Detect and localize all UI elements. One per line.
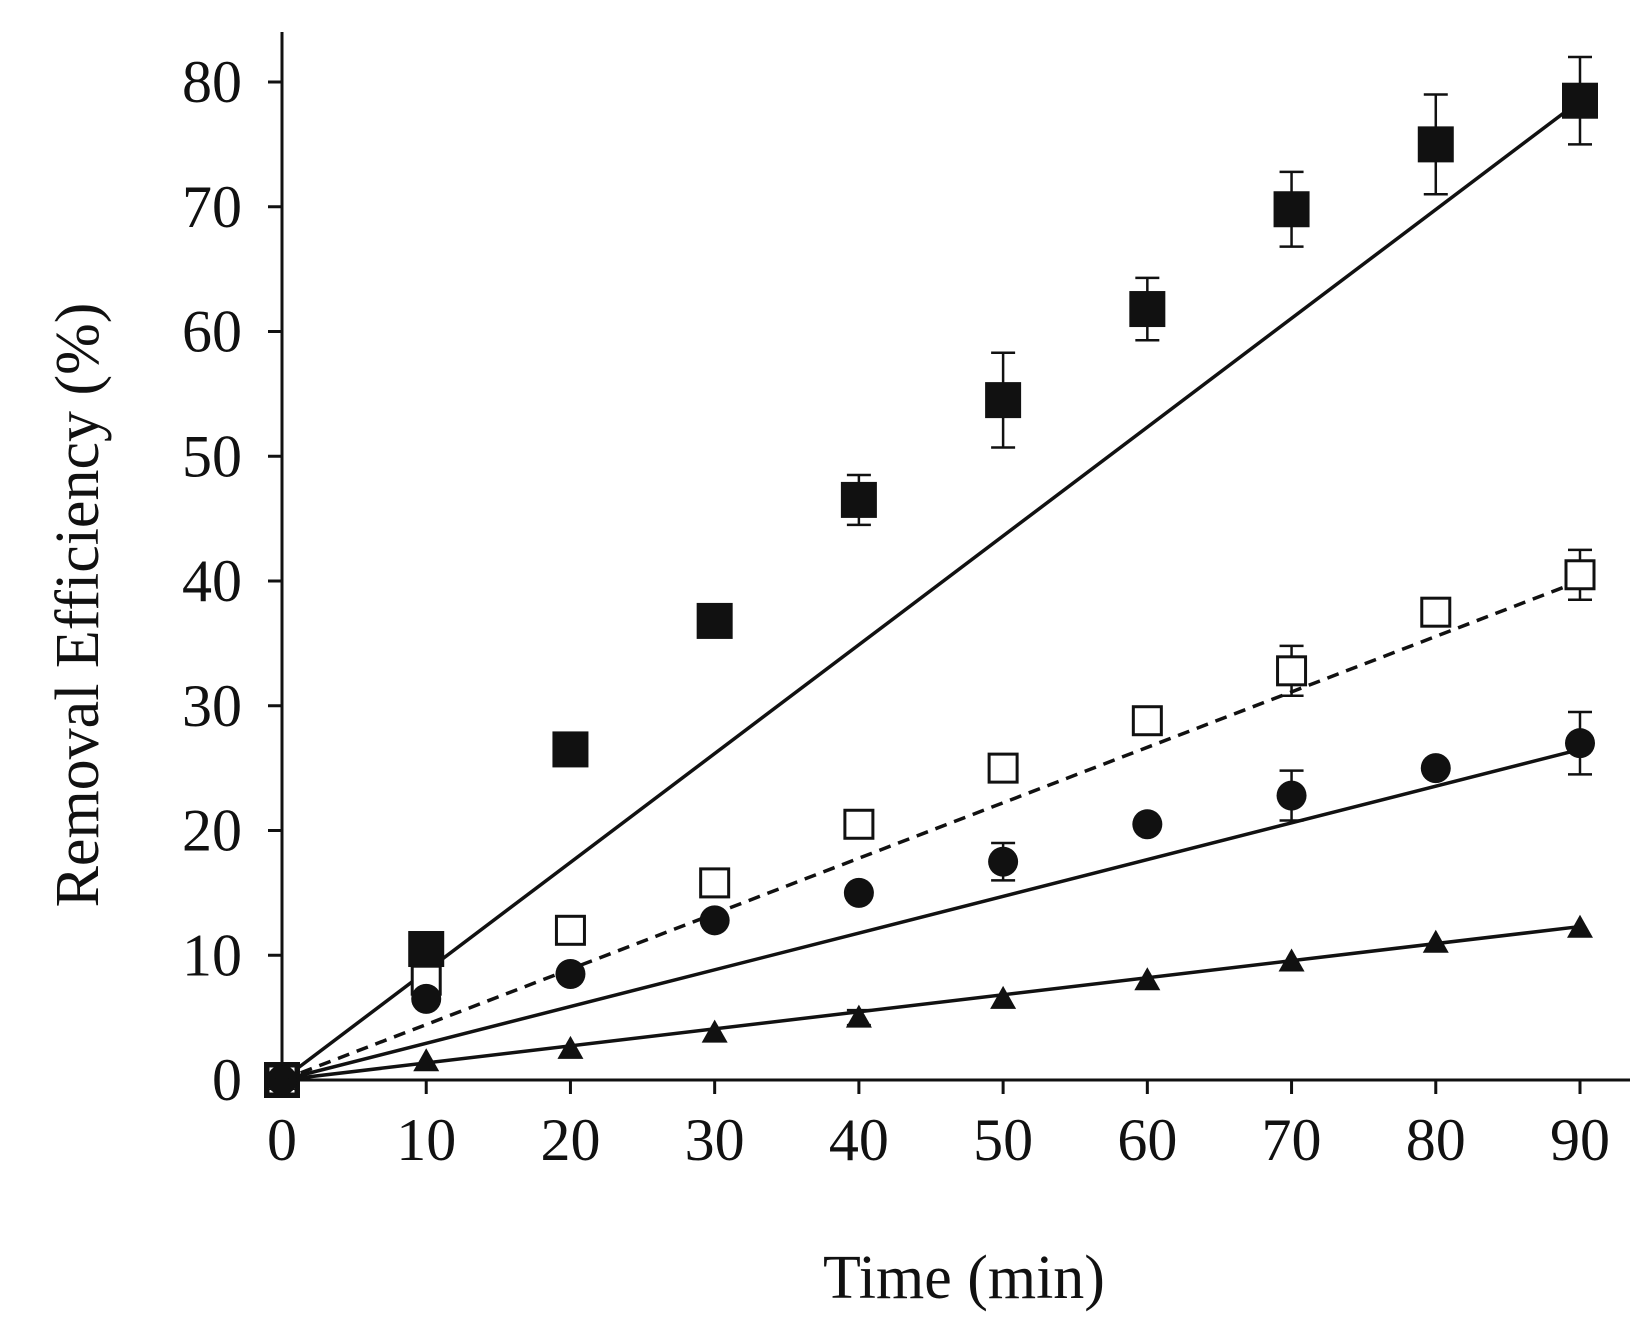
x-tick-label: 0 <box>267 1107 297 1173</box>
y-tick-label: 50 <box>182 423 242 489</box>
marker-filled-square <box>1273 191 1310 228</box>
x-tick-label: 80 <box>1406 1107 1466 1173</box>
marker-filled-square <box>840 481 877 518</box>
fit-line-open-square <box>281 579 1581 1082</box>
y-tick-label: 20 <box>182 798 242 864</box>
marker-open-square <box>1276 655 1308 687</box>
marker-filled-square <box>1562 82 1598 119</box>
marker-filled-triangle <box>413 1048 440 1072</box>
x-tick-label: 90 <box>1550 1107 1610 1173</box>
marker-filled-triangle <box>1134 967 1161 991</box>
marker-open-square <box>1420 596 1452 628</box>
marker-filled-square <box>985 382 1022 419</box>
marker-filled-circle <box>1276 780 1307 811</box>
marker-open-square <box>699 867 731 899</box>
marker-filled-triangle <box>1278 948 1305 972</box>
x-tick-label: 70 <box>1262 1107 1322 1173</box>
marker-filled-square <box>552 731 589 768</box>
y-tick-label: 80 <box>182 49 242 115</box>
fit-line-filled-circle <box>281 747 1581 1082</box>
marker-open-square <box>987 752 1019 784</box>
marker-filled-square <box>408 931 445 968</box>
x-tick-label: 40 <box>829 1107 889 1173</box>
fit-line-filled-triangle <box>281 924 1581 1082</box>
marker-filled-triangle <box>845 1004 872 1028</box>
marker-filled-circle <box>555 958 586 989</box>
marker-filled-triangle <box>701 1019 728 1043</box>
y-tick-label: 30 <box>182 673 242 739</box>
y-tick-label: 40 <box>182 548 242 614</box>
marker-filled-square <box>1129 291 1166 328</box>
marker-open-square <box>554 914 586 946</box>
y-axis-title: Removal Efficiency (%) <box>44 303 112 908</box>
marker-filled-circle <box>411 983 442 1014</box>
marker-filled-square <box>696 602 733 639</box>
marker-filled-circle <box>843 877 874 908</box>
marker-filled-triangle <box>557 1035 584 1059</box>
x-tick-label: 20 <box>540 1107 600 1173</box>
marker-open-square <box>843 808 875 840</box>
y-tick-label: 60 <box>182 299 242 365</box>
marker-open-square <box>1131 705 1163 737</box>
marker-filled-circle <box>1565 728 1595 759</box>
data-markers <box>264 82 1598 1098</box>
x-tick-label: 10 <box>396 1107 456 1173</box>
fit-lines <box>280 99 1582 1082</box>
axis-ticks: 0 10 20 30 40 50 60 70 80 0 10 20 30 40 50 60 70 80 90 <box>182 49 1610 1173</box>
y-tick-label: 0 <box>212 1047 242 1113</box>
fit-line-filled-square <box>280 99 1582 1082</box>
x-axis-title: Time (min) <box>823 1244 1105 1312</box>
axes <box>280 32 1630 1082</box>
marker-filled-triangle <box>1567 914 1593 938</box>
marker-filled-circle <box>988 846 1019 877</box>
x-tick-label: 60 <box>1117 1107 1177 1173</box>
marker-filled-triangle <box>1422 929 1449 953</box>
marker-filled-square <box>1417 126 1454 163</box>
y-tick-label: 10 <box>182 922 242 988</box>
x-tick-label: 30 <box>685 1107 745 1173</box>
y-tick-label: 70 <box>182 174 242 240</box>
marker-open-square <box>1564 559 1596 591</box>
marker-filled-triangle <box>269 1067 295 1090</box>
x-tick-label: 50 <box>973 1107 1033 1173</box>
marker-filled-circle <box>699 905 730 936</box>
marker-filled-triangle <box>990 985 1017 1009</box>
marker-filled-circle <box>1420 753 1451 784</box>
marker-filled-circle <box>1132 809 1163 840</box>
